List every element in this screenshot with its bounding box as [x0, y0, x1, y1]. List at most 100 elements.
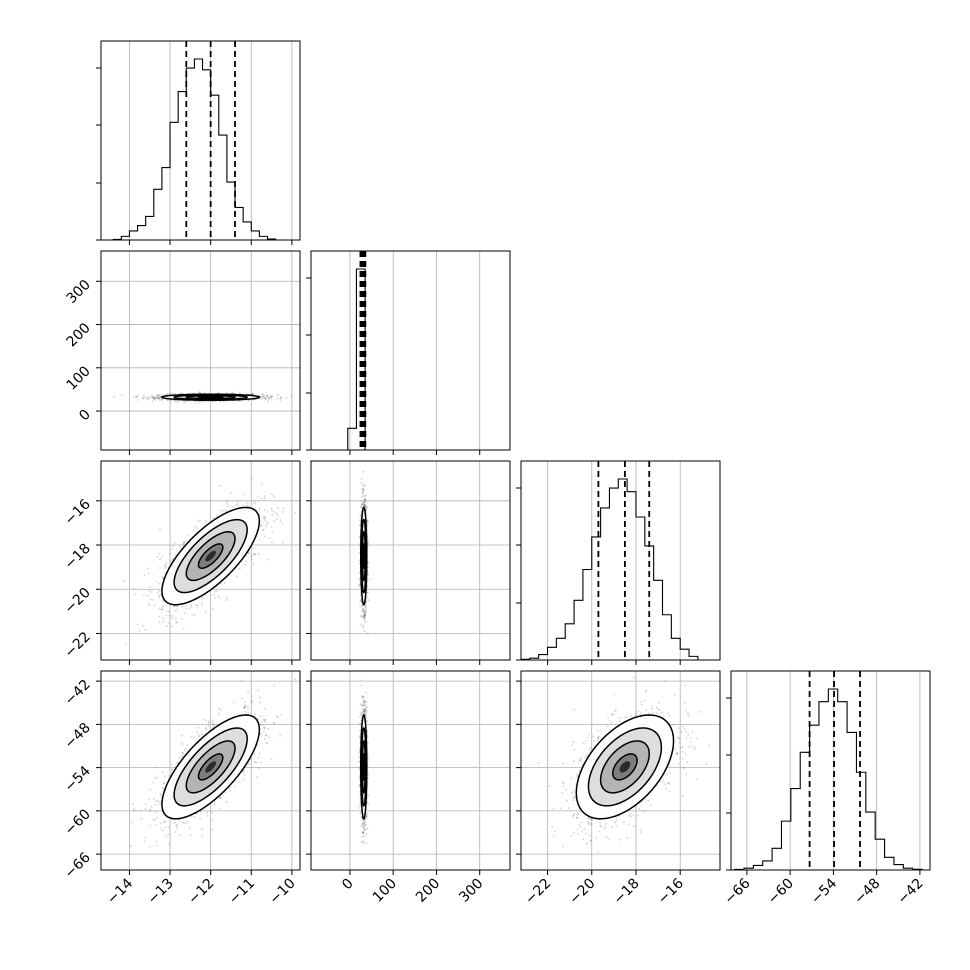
sample-point	[161, 576, 164, 579]
sample-point	[360, 482, 363, 485]
sample-point	[365, 606, 368, 609]
sample-point	[257, 767, 260, 770]
sample-point	[217, 594, 220, 597]
sample-point	[364, 498, 367, 501]
sample-point	[196, 520, 199, 523]
sample-point	[273, 510, 276, 513]
sample-point	[148, 798, 151, 801]
sample-point	[259, 761, 262, 764]
sample-point	[364, 610, 367, 613]
sample-point	[271, 514, 274, 517]
sample-point	[275, 512, 278, 515]
sample-point	[222, 509, 225, 512]
grid-lines	[101, 671, 300, 870]
sample-point	[174, 617, 177, 620]
sample-point	[251, 700, 254, 703]
sample-point	[148, 809, 151, 812]
sample-point	[147, 567, 150, 570]
sample-point	[161, 555, 164, 558]
sample-point	[155, 396, 158, 399]
sample-point	[167, 610, 170, 613]
y-tick-label: −18	[62, 541, 94, 573]
sample-point	[265, 522, 268, 525]
sample-point	[362, 488, 365, 491]
sample-point	[152, 396, 155, 399]
sample-point	[279, 713, 282, 716]
sample-point	[270, 398, 273, 401]
sample-point	[135, 395, 138, 398]
sample-point	[243, 706, 246, 709]
sample-point	[146, 398, 149, 401]
sample-point	[252, 562, 255, 565]
sample-point	[166, 624, 169, 627]
sample-point	[154, 395, 157, 398]
sample-point	[158, 596, 161, 599]
sample-point	[154, 823, 157, 826]
sample-point	[160, 608, 163, 611]
sample-point	[151, 394, 154, 397]
density-layer	[358, 470, 372, 635]
sample-point	[363, 612, 366, 615]
y-tick-label: −16	[62, 496, 94, 528]
sample-point	[225, 509, 228, 512]
sample-point	[170, 617, 173, 620]
sample-point	[281, 510, 284, 513]
sample-point	[212, 593, 215, 596]
sample-point	[218, 796, 221, 799]
sample-point	[150, 396, 153, 399]
sample-point	[276, 514, 279, 517]
sample-point	[363, 498, 366, 501]
sample-point	[158, 394, 161, 397]
sample-point	[173, 605, 176, 608]
density-fill	[161, 507, 260, 605]
sample-point	[361, 495, 364, 498]
sample-point	[207, 725, 210, 728]
sample-point	[194, 525, 197, 528]
axes-frame	[100, 250, 301, 451]
sample-point	[366, 595, 369, 598]
grid-lines	[746, 671, 921, 870]
sample-point	[261, 393, 264, 396]
sample-point	[205, 719, 208, 722]
sample-point	[173, 609, 176, 612]
sample-point	[361, 503, 364, 506]
sample-point	[143, 574, 146, 577]
sample-point	[171, 625, 174, 628]
sample-point	[369, 578, 372, 581]
sample-point	[223, 582, 226, 585]
sample-point	[362, 488, 365, 491]
sample-point	[154, 810, 157, 813]
contour-line	[173, 518, 248, 594]
sample-point	[364, 613, 367, 616]
sample-point	[358, 585, 361, 588]
sample-point	[264, 397, 267, 400]
sample-point	[237, 505, 240, 508]
sample-point	[175, 621, 178, 624]
sample-point	[152, 818, 155, 821]
sample-point	[243, 705, 246, 708]
sample-point	[198, 735, 201, 738]
sample-point	[172, 557, 175, 560]
sample-point	[156, 393, 159, 396]
sample-point	[364, 614, 367, 617]
sample-point	[132, 395, 135, 398]
contour-line	[185, 394, 236, 400]
sample-point	[362, 489, 365, 492]
sample-point	[148, 586, 151, 589]
sample-point	[359, 600, 362, 603]
sample-point	[197, 401, 200, 404]
sample-point	[362, 609, 365, 612]
sample-point	[152, 798, 155, 801]
sample-point	[252, 501, 255, 504]
sample-point	[262, 516, 265, 519]
sample-point	[362, 504, 365, 507]
sample-point	[166, 393, 169, 396]
sample-point	[269, 395, 272, 398]
sample-point	[164, 564, 167, 567]
sample-point	[363, 500, 366, 503]
sample-point	[161, 617, 164, 620]
sample-point	[218, 484, 221, 487]
sample-point	[168, 843, 171, 846]
sample-point	[279, 519, 282, 522]
sample-point	[156, 397, 159, 400]
